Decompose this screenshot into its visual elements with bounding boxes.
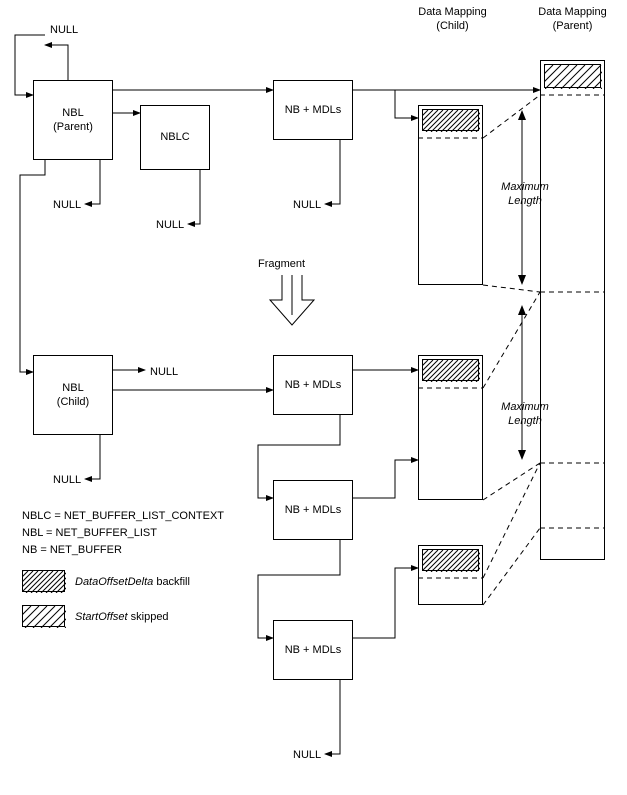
null-childnbl-bot: NULL xyxy=(53,473,81,487)
nb3-box: NB + MDLs xyxy=(273,480,353,540)
nblc-box: NBLC xyxy=(140,105,210,170)
fragment-label: Fragment xyxy=(258,257,305,271)
legend-backfill: DataOffsetDelta backfill xyxy=(75,575,190,589)
null-nb1-bot: NULL xyxy=(293,198,321,212)
nb1-label: NB + MDLs xyxy=(285,103,342,117)
null-nblc-bot: NULL xyxy=(156,218,184,232)
legend-l2: NBL = NET_BUFFER_LIST xyxy=(22,526,157,540)
maxlen2: Maximum Length xyxy=(495,400,555,429)
legend-startoffset: StartOffset skipped xyxy=(75,610,169,624)
nb3-label: NB + MDLs xyxy=(285,503,342,517)
legend-l3: NB = NET_BUFFER xyxy=(22,543,122,557)
legend-sparse-swatch xyxy=(22,605,65,627)
header-child: Data Mapping (Child) xyxy=(415,5,490,34)
nb4-box: NB + MDLs xyxy=(273,620,353,680)
header-parent: Data Mapping (Parent) xyxy=(535,5,610,34)
legend-l1: NBLC = NET_BUFFER_LIST_CONTEXT xyxy=(22,509,224,523)
nbl-parent-label: NBL (Parent) xyxy=(53,106,93,135)
nbl-parent-box: NBL (Parent) xyxy=(33,80,113,160)
nb1-box: NB + MDLs xyxy=(273,80,353,140)
child1-backfill-hatch xyxy=(422,109,479,131)
nbl-child-box: NBL (Child) xyxy=(33,355,113,435)
child2-backfill-hatch xyxy=(422,359,479,381)
null-parent-bot: NULL xyxy=(53,198,81,212)
data-parent-box xyxy=(540,60,605,560)
nblc-label: NBLC xyxy=(160,130,189,144)
nbl-child-label: NBL (Child) xyxy=(57,381,89,410)
child3-backfill-hatch xyxy=(422,549,479,571)
null-top: NULL xyxy=(50,23,78,37)
nb2-box: NB + MDLs xyxy=(273,355,353,415)
nb2-label: NB + MDLs xyxy=(285,378,342,392)
null-nb4-bot: NULL xyxy=(293,748,321,762)
legend-dense-swatch xyxy=(22,570,65,592)
parent-startoffset-hatch xyxy=(544,64,601,88)
maxlen1: Maximum Length xyxy=(495,180,555,209)
nb4-label: NB + MDLs xyxy=(285,643,342,657)
null-child-right: NULL xyxy=(150,365,178,379)
